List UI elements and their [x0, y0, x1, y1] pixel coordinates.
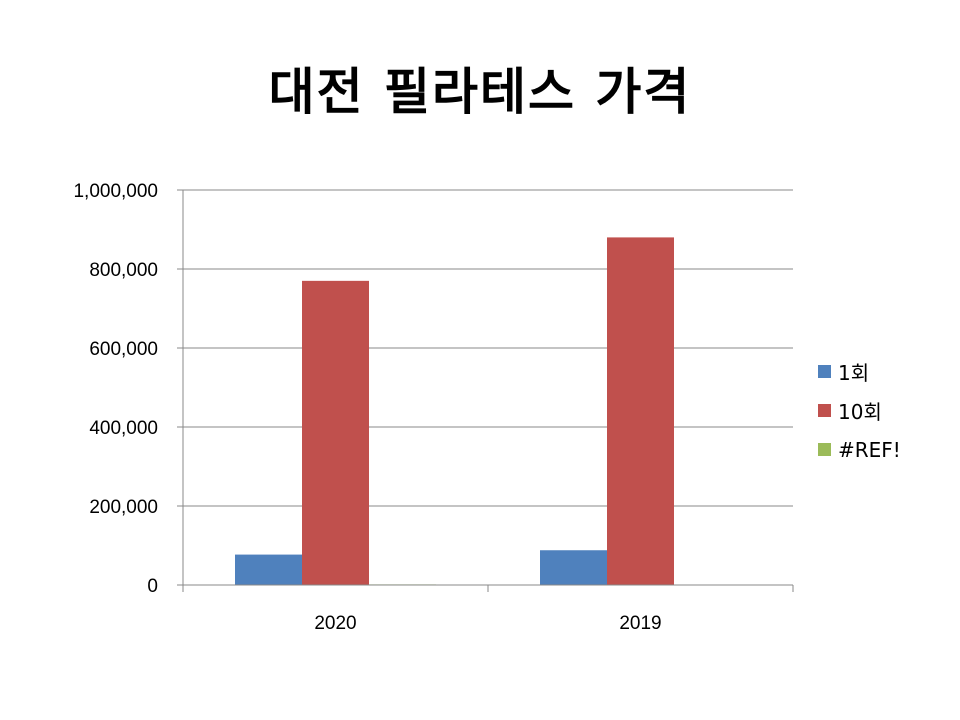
legend-label: 1회	[838, 361, 870, 385]
y-tick-label: 800,000	[89, 260, 158, 281]
tick-labels: 0 200,000 400,000 600,000 800,000 1,000,000 20…	[73, 181, 661, 634]
legend-item: 1회	[818, 352, 901, 391]
bar	[235, 554, 302, 585]
y-tick-label: 1,000,000	[73, 181, 158, 202]
bar	[540, 550, 607, 585]
y-tick-label: 400,000	[89, 418, 158, 439]
legend: 1회 10회 #REF!	[818, 352, 901, 469]
gridlines	[183, 189, 793, 507]
chart-title: 대전 필라테스 가격	[268, 63, 692, 121]
x-tick-label: 2020	[314, 613, 356, 634]
legend-label: 10회	[838, 400, 882, 424]
y-tick-label: 0	[147, 576, 158, 597]
legend-label: #REF!	[838, 437, 901, 462]
legend-item: 10회	[818, 391, 901, 430]
legend-swatch	[818, 443, 831, 456]
bar	[302, 280, 369, 585]
bar	[607, 237, 674, 585]
legend-swatch	[818, 404, 831, 417]
y-tick-label: 200,000	[89, 497, 158, 518]
legend-item: #REF!	[818, 430, 901, 469]
axes	[177, 189, 794, 592]
x-tick-label: 2019	[619, 613, 661, 634]
y-tick-label: 600,000	[89, 339, 158, 360]
bars	[235, 237, 674, 585]
legend-swatch	[818, 365, 831, 378]
